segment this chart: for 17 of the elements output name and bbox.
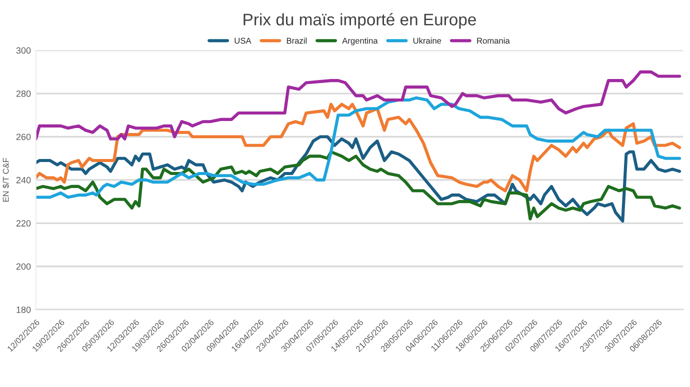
legend-label: Ukraine xyxy=(413,38,442,44)
legend-label: Argentina xyxy=(342,38,378,46)
y-tick-label: 300 xyxy=(16,47,31,54)
y-tick-label: 280 xyxy=(16,90,31,97)
legend-label: Brazil xyxy=(286,38,307,44)
y-tick-label: 220 xyxy=(16,220,31,227)
line-series xyxy=(36,150,682,220)
y-tick-label: 260 xyxy=(16,134,31,140)
line-series xyxy=(36,135,682,223)
legend-label: Romania xyxy=(477,38,510,44)
y-tick-label: 240 xyxy=(16,176,31,184)
legend-label: USA xyxy=(234,38,252,44)
chart-title: Prix du maïs importé en Europe xyxy=(244,13,476,29)
line-series xyxy=(36,70,682,140)
y-tick-label: 200 xyxy=(16,263,31,270)
y-tick-label: 180 xyxy=(16,306,31,313)
y-axis-title: EN $/T C&F xyxy=(2,158,10,202)
